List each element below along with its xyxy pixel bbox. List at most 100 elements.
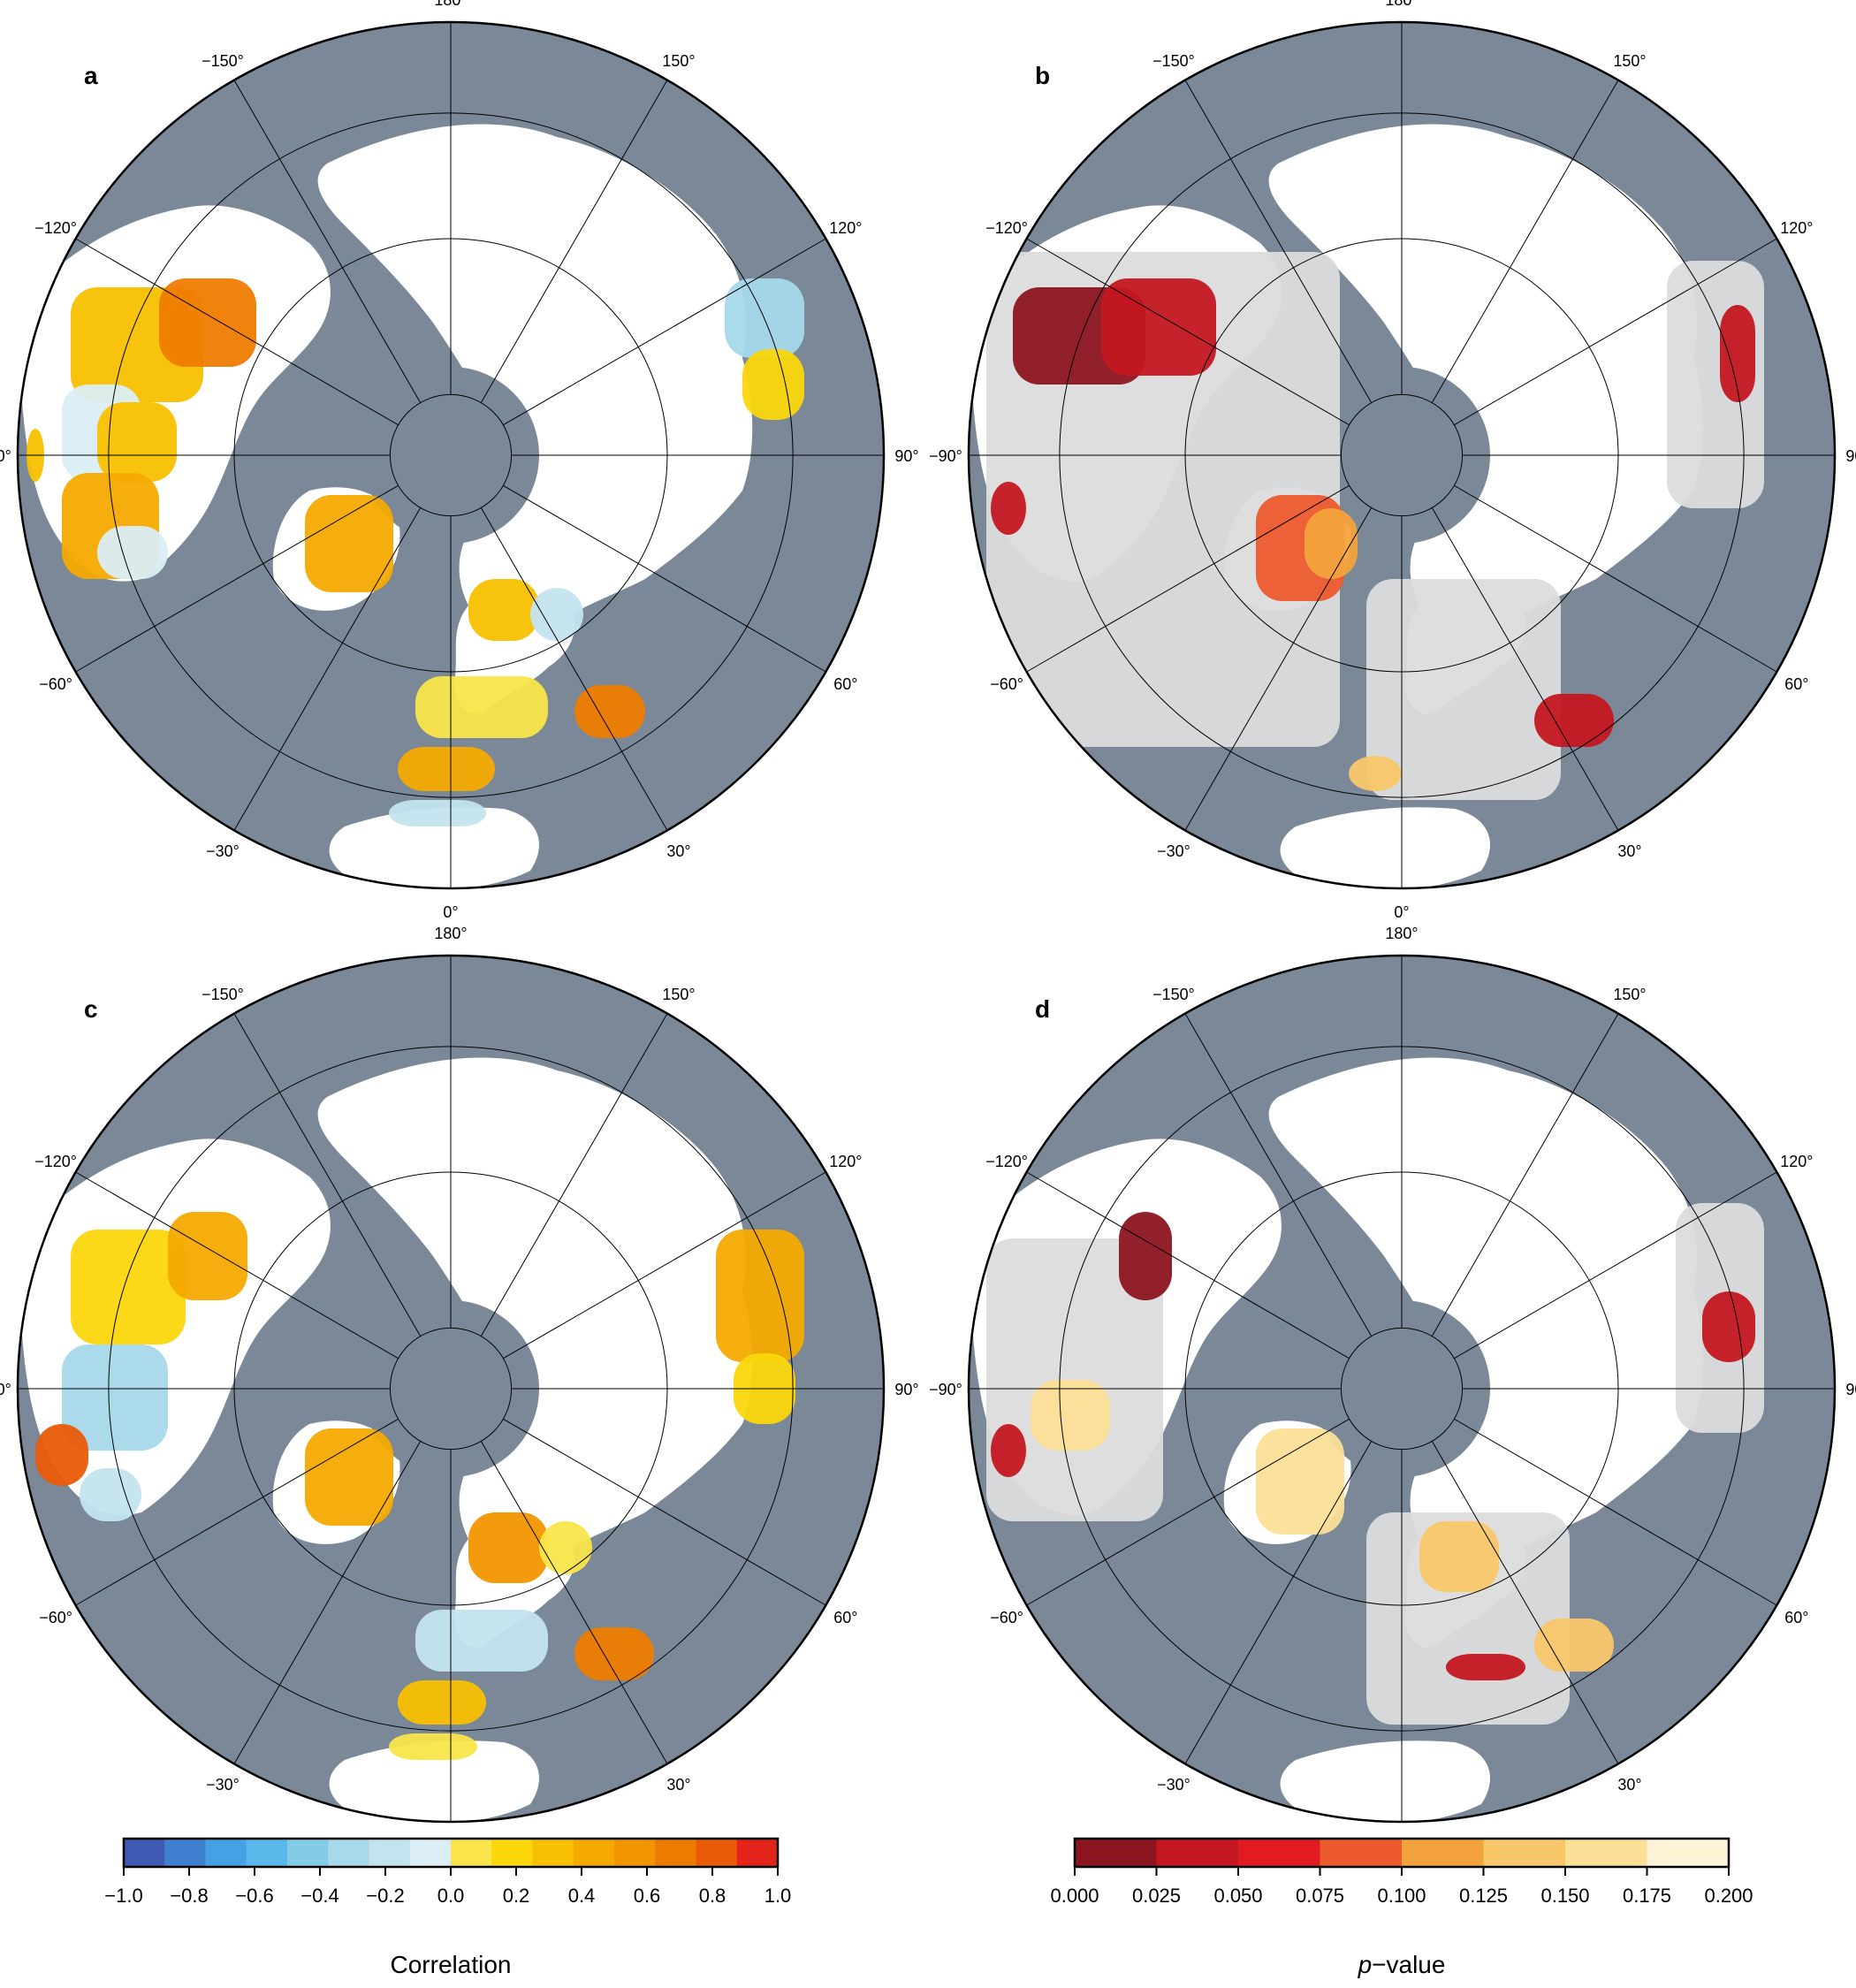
panel-a-meridian	[233, 507, 422, 831]
correlation-swatch	[246, 1839, 288, 1867]
correlation-colorbar: −1.0 −0.8 −0.6 −0.4 −0.2 0.0 0.2 0.4 0.6 0.8 1.0 C…	[104, 1837, 792, 1978]
panel-d-meridian	[1454, 1171, 1777, 1360]
panel-a-longitude-label: −30°	[206, 842, 240, 860]
panel-d-latitude-circle	[1340, 1327, 1464, 1451]
panel-d-field-patch	[1702, 1291, 1755, 1362]
panel-c-longitude-label: −150°	[202, 986, 244, 1003]
panel-c-longitude-label: −90°	[0, 1381, 11, 1398]
correlation-legend-title: Correlation	[391, 1951, 512, 1978]
panel-a-field-patch	[574, 685, 645, 738]
panel-d-meridian	[1431, 1441, 1619, 1764]
panel-b-longitude-label: 180°	[1385, 0, 1418, 9]
panel-b-meridian	[1026, 484, 1350, 673]
panel-b-meridian	[1184, 80, 1373, 403]
pvalue-tick-label: 0.000	[1050, 1885, 1099, 1907]
correlation-tick-label: 1.0	[764, 1885, 792, 1907]
panel-b-longitude-label: 60°	[1784, 675, 1808, 693]
pvalue-swatch	[1156, 1839, 1239, 1867]
panel-d-longitude-label: 120°	[1780, 1153, 1813, 1170]
pvalue-swatch	[1075, 1839, 1157, 1867]
correlation-tick-label: −0.8	[170, 1885, 208, 1907]
pvalue-tick-label: 0.075	[1296, 1885, 1344, 1907]
panel-c-meridian	[233, 1441, 422, 1764]
panel-b-meridian	[1454, 484, 1777, 673]
panel-a-meridian	[503, 484, 826, 673]
pvalue-legend-title: p−value	[1358, 1951, 1446, 1978]
pvalue-swatch	[1483, 1839, 1566, 1867]
panel-d-longitude-label: 150°	[1613, 986, 1646, 1003]
correlation-tick-label: −0.6	[235, 1885, 273, 1907]
panel-c-longitude-label: 90°	[894, 1381, 918, 1398]
panel-b-meridian	[1184, 507, 1373, 831]
panel-c-longitude-label: −30°	[206, 1776, 240, 1794]
pvalue-tick-label: 0.100	[1377, 1885, 1426, 1907]
panel-c-field-patch	[574, 1627, 654, 1680]
panel-a-longitude-label: −120°	[34, 219, 77, 237]
pvalue-legend-title-rest: −value	[1372, 1951, 1445, 1978]
panel-d-longitude-label: 30°	[1617, 1776, 1641, 1794]
panel-a-label: a	[84, 62, 98, 89]
correlation-swatch	[736, 1839, 779, 1867]
panel-d-meridian	[1184, 1013, 1373, 1337]
pvalue-swatch	[1402, 1839, 1484, 1867]
panel-d-label: d	[1035, 995, 1050, 1023]
pvalue-legend-title-italic: p	[1358, 1951, 1373, 1978]
correlation-swatch	[614, 1839, 656, 1867]
panel-a-longitude-label: 90°	[894, 447, 918, 465]
panel-a-field-patch	[389, 800, 486, 826]
panel-b-longitude-label: 150°	[1613, 52, 1646, 70]
panel-c-longitude-label: 30°	[666, 1776, 690, 1794]
panel-c-field-patch	[716, 1230, 804, 1362]
panel-b-longitude-label: 120°	[1780, 219, 1813, 237]
panel-c-longitude-label: 180°	[434, 925, 467, 942]
correlation-tick-label: −0.4	[300, 1885, 338, 1907]
panel-b-longitude-label: −120°	[985, 219, 1028, 237]
panel-d-meridian	[1026, 1171, 1350, 1360]
correlation-swatch	[532, 1839, 574, 1867]
correlation-tick-label: 0.0	[437, 1885, 465, 1907]
pvalue-colorbar: 0.000 0.025 0.050 0.075 0.100 0.125 0.150 0.175…	[1050, 1837, 1753, 1978]
panel-b-longitude-label: 30°	[1617, 842, 1641, 860]
panel-d-longitude-label: 90°	[1845, 1381, 1856, 1398]
correlation-swatch	[451, 1839, 492, 1867]
panel-c-meridian	[480, 1441, 668, 1764]
pvalue-tick-label: 0.150	[1540, 1885, 1589, 1907]
panel-c-field-patch	[35, 1424, 88, 1486]
panel-a-field-patch	[468, 579, 539, 641]
panel-b-field-patch	[1720, 305, 1755, 402]
correlation-swatch	[328, 1839, 369, 1867]
panel-a-longitude-label: 180°	[434, 0, 467, 9]
panel-c-field-patch	[415, 1610, 548, 1672]
correlation-swatch	[696, 1839, 738, 1867]
panel-c-meridian	[75, 1171, 399, 1360]
pvalue-tick-label: 0.200	[1704, 1885, 1753, 1907]
panel-b-field-patch	[991, 482, 1026, 535]
correlation-tick-label: −0.2	[366, 1885, 404, 1907]
panel-a-longitude-label: 0°	[443, 903, 458, 921]
panel-d-meridian	[1454, 1418, 1777, 1606]
panel-a-meridian	[480, 80, 668, 403]
pvalue-swatch	[1565, 1839, 1647, 1867]
correlation-swatch	[573, 1839, 615, 1867]
panel-b-field-patch	[1101, 278, 1216, 376]
panel-c-label: c	[84, 995, 98, 1023]
panel-d-field-patch	[991, 1424, 1026, 1477]
panel-d-longitude-label: −120°	[985, 1153, 1028, 1170]
panel-a-field-patch	[305, 495, 393, 592]
panel-b-longitude-label: −150°	[1152, 52, 1195, 70]
panel-a-meridian	[75, 238, 399, 426]
panel-d-field-patch	[1119, 1212, 1172, 1300]
panel-a-field-patch	[530, 588, 583, 641]
pvalue-tick-label: 0.125	[1459, 1885, 1508, 1907]
panel-b-field-patch	[1349, 756, 1402, 791]
correlation-swatch	[409, 1839, 452, 1867]
correlation-tick-label: 0.8	[699, 1885, 726, 1907]
correlation-tick-label: 0.4	[568, 1885, 596, 1907]
panel-a-field-patch	[398, 747, 495, 791]
correlation-tick-label: 0.6	[634, 1885, 661, 1907]
panel-b-meridian	[1454, 238, 1777, 426]
panel-c-field-patch	[62, 1344, 168, 1451]
panel-c-meridian	[75, 1418, 399, 1606]
panel-a-longitude-label: 30°	[666, 842, 690, 860]
